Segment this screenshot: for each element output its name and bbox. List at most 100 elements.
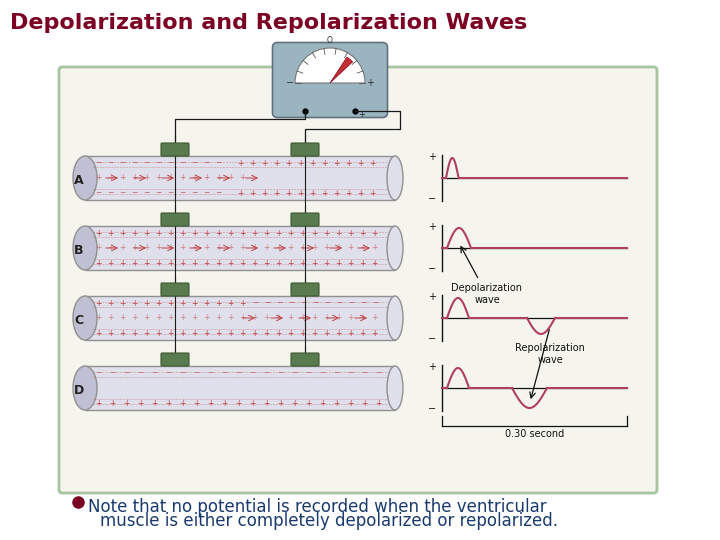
Text: −: − xyxy=(215,188,221,198)
Text: +: + xyxy=(335,228,341,238)
FancyBboxPatch shape xyxy=(291,143,319,156)
Text: +: + xyxy=(323,328,329,338)
Text: +: + xyxy=(137,399,143,408)
Text: +: + xyxy=(215,259,221,267)
Text: +: + xyxy=(371,328,377,338)
Text: +: + xyxy=(155,314,161,322)
Text: +: + xyxy=(107,228,113,238)
Text: +: + xyxy=(357,159,363,167)
Text: +: + xyxy=(179,259,185,267)
Text: −: − xyxy=(191,188,197,198)
Text: +: + xyxy=(215,244,221,253)
Text: −: − xyxy=(360,299,366,307)
Text: −: − xyxy=(95,159,102,167)
Text: Depolarization and Repolarization Waves: Depolarization and Repolarization Waves xyxy=(10,13,527,33)
Text: +: + xyxy=(95,259,102,267)
Text: +: + xyxy=(263,244,269,253)
Text: +: + xyxy=(191,314,197,322)
Text: +: + xyxy=(191,328,197,338)
Text: +: + xyxy=(155,328,161,338)
Ellipse shape xyxy=(73,366,97,410)
Text: +: + xyxy=(239,299,246,307)
Text: +: + xyxy=(366,78,374,88)
Text: +: + xyxy=(165,399,171,408)
Text: +: + xyxy=(249,188,255,198)
Text: +: + xyxy=(311,244,318,253)
Text: A: A xyxy=(74,173,84,186)
Text: +: + xyxy=(297,188,303,198)
Text: +: + xyxy=(123,399,129,408)
Text: +: + xyxy=(221,399,228,408)
Text: +: + xyxy=(239,314,246,322)
Text: +: + xyxy=(263,399,269,408)
Text: −: − xyxy=(107,188,113,198)
Text: +: + xyxy=(357,188,363,198)
Text: −: − xyxy=(235,368,241,377)
Text: −: − xyxy=(95,368,102,377)
Text: −: − xyxy=(288,299,294,307)
FancyBboxPatch shape xyxy=(161,213,189,226)
Text: +: + xyxy=(321,188,327,198)
Text: −: − xyxy=(137,368,143,377)
Text: +: + xyxy=(179,299,185,307)
Text: −: − xyxy=(276,299,282,307)
Text: −: − xyxy=(361,368,367,377)
Text: +: + xyxy=(179,228,185,238)
Text: +: + xyxy=(119,314,125,322)
Text: +: + xyxy=(203,328,210,338)
Text: +: + xyxy=(333,188,339,198)
Text: +: + xyxy=(119,228,125,238)
Text: +: + xyxy=(287,228,293,238)
Text: +: + xyxy=(287,244,293,253)
Text: −: − xyxy=(249,368,255,377)
Text: +: + xyxy=(275,328,282,338)
Text: +: + xyxy=(333,399,339,408)
Text: +: + xyxy=(323,314,329,322)
Text: +: + xyxy=(191,259,197,267)
Text: +: + xyxy=(239,228,246,238)
Text: +: + xyxy=(273,159,279,167)
Text: −: − xyxy=(119,188,125,198)
Text: +: + xyxy=(179,244,185,253)
Text: +: + xyxy=(263,314,269,322)
Text: +: + xyxy=(95,173,102,183)
FancyBboxPatch shape xyxy=(161,283,189,296)
Text: +: + xyxy=(305,399,311,408)
Text: +: + xyxy=(347,244,354,253)
Text: +: + xyxy=(371,259,377,267)
Text: +: + xyxy=(203,173,210,183)
Text: +: + xyxy=(359,244,365,253)
Text: +: + xyxy=(299,259,305,267)
Text: +: + xyxy=(179,399,185,408)
Text: +: + xyxy=(299,314,305,322)
Text: +: + xyxy=(275,314,282,322)
Text: +: + xyxy=(239,244,246,253)
Text: +: + xyxy=(287,314,293,322)
Text: −: − xyxy=(428,404,436,414)
Text: −: − xyxy=(312,299,318,307)
Text: +: + xyxy=(155,259,161,267)
Text: −: − xyxy=(150,368,157,377)
Text: +: + xyxy=(249,399,255,408)
FancyBboxPatch shape xyxy=(161,353,189,366)
Text: −: − xyxy=(375,368,381,377)
Text: +: + xyxy=(167,328,174,338)
Text: +: + xyxy=(131,173,138,183)
Text: +: + xyxy=(291,399,297,408)
Text: +: + xyxy=(227,299,233,307)
Text: −: − xyxy=(193,368,199,377)
Text: Depolarization
wave: Depolarization wave xyxy=(451,283,523,305)
Text: −: − xyxy=(143,159,149,167)
FancyBboxPatch shape xyxy=(291,283,319,296)
Text: −: − xyxy=(119,159,125,167)
Text: −: − xyxy=(95,188,102,198)
Text: −: − xyxy=(107,159,113,167)
Text: +: + xyxy=(95,244,102,253)
Text: +: + xyxy=(428,152,436,162)
Bar xyxy=(85,296,395,340)
Ellipse shape xyxy=(387,156,403,200)
Text: −: − xyxy=(203,188,210,198)
Text: +: + xyxy=(369,188,375,198)
Text: +: + xyxy=(369,159,375,167)
Text: +: + xyxy=(95,328,102,338)
